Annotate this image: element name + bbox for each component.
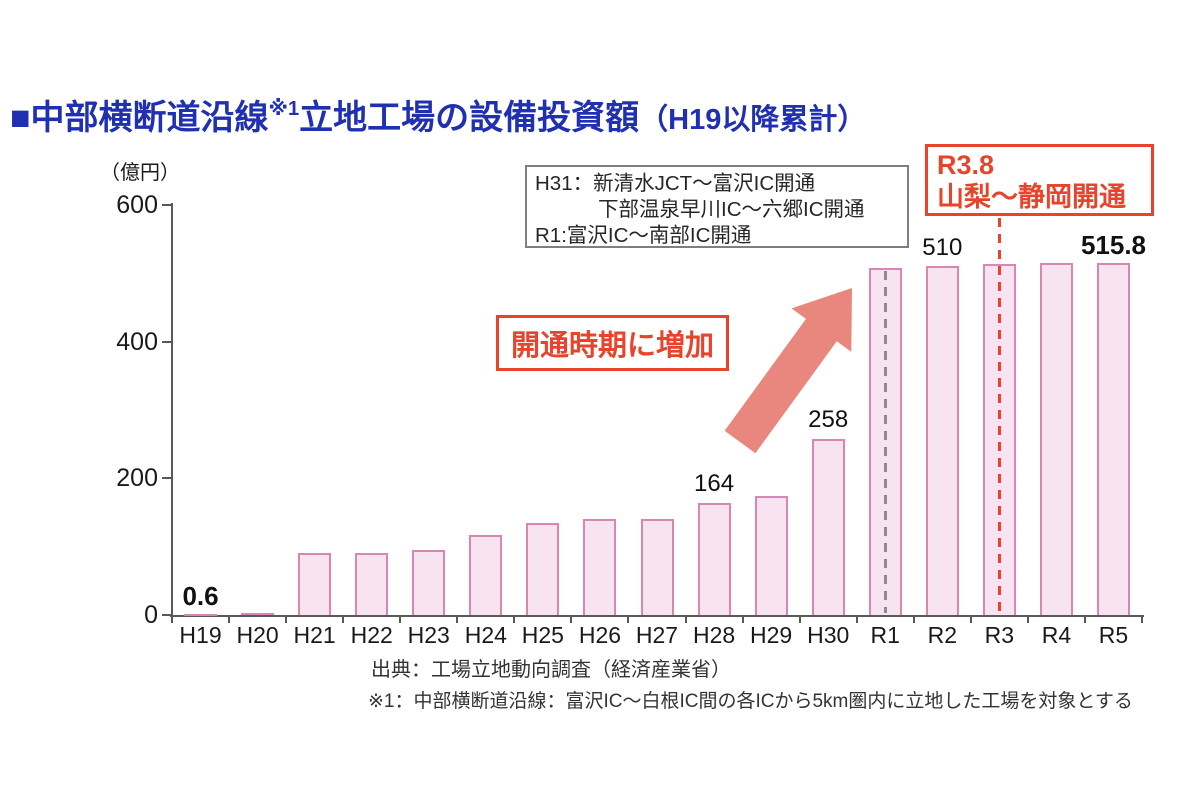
- chart-title-main: 立地工場の設備投資額: [299, 99, 640, 137]
- bar-H29: [754, 496, 788, 615]
- r1-opening-dashed-line: [883, 270, 887, 613]
- chart-title-prefix: ■中部横断道沿線: [10, 99, 269, 137]
- chart-title-footnote-marker: ※1: [268, 98, 300, 120]
- chart-title-suffix: （H19以降累計）: [639, 104, 867, 136]
- bar-H24: [469, 535, 503, 615]
- bar-H21: [298, 553, 332, 615]
- x-boundary-tick-15: [1026, 616, 1029, 623]
- value-label-H19: 0.6: [182, 581, 219, 611]
- r38-opening-date: R3.8: [937, 150, 995, 180]
- y-axis: [171, 203, 173, 617]
- bar-H23: [412, 550, 446, 615]
- x-label-H28: H28: [692, 622, 736, 648]
- value-label-H30: 258: [808, 405, 849, 433]
- opening-event-line-r1: R1:富沢IC～南部IC開通: [535, 224, 752, 248]
- x-boundary-tick-17: [1141, 616, 1144, 623]
- x-boundary-tick-3: [342, 616, 345, 623]
- y-tick-label-400: 400: [116, 327, 158, 356]
- x-boundary-tick-8: [627, 616, 630, 623]
- y-tick-label-0: 0: [144, 601, 158, 629]
- source-line: 出典：工場立地動向調査（経済産業省）: [371, 659, 731, 681]
- bar-H27: [640, 519, 674, 615]
- x-boundary-tick-7: [570, 616, 573, 623]
- y-tick-label-600: 600: [116, 191, 158, 219]
- x-label-H19: H19: [179, 622, 222, 648]
- x-label-H20: H20: [236, 622, 279, 648]
- y-tick-label-200: 200: [116, 464, 158, 493]
- x-label-H22: H22: [350, 622, 393, 648]
- x-boundary-tick-9: [684, 616, 687, 623]
- opening-events-box: H31：新清水JCT～富沢IC開通 下部温泉早川IC～六郷IC開通 R1:富沢I…: [525, 165, 909, 248]
- bar-R2: [925, 266, 959, 615]
- y-tick-400: [162, 340, 171, 343]
- x-axis: [170, 615, 1144, 617]
- x-label-H25: H25: [521, 622, 564, 648]
- bar-H22: [355, 553, 389, 615]
- r38-opening-label: R3.8 山梨～静岡開通: [925, 144, 1154, 216]
- bar-R4: [1039, 263, 1073, 615]
- x-label-R3: R3: [984, 622, 1015, 648]
- x-boundary-tick-4: [399, 616, 402, 623]
- x-boundary-tick-12: [855, 616, 858, 623]
- x-boundary-tick-6: [513, 616, 516, 623]
- x-label-R1: R1: [870, 622, 900, 648]
- y-tick-600: [162, 204, 171, 206]
- x-label-H21: H21: [293, 622, 336, 648]
- x-label-R2: R2: [927, 622, 957, 648]
- x-boundary-tick-13: [912, 616, 915, 623]
- bar-H25: [526, 523, 560, 615]
- x-boundary-tick-16: [1083, 616, 1086, 623]
- x-boundary-tick-2: [285, 616, 288, 623]
- opening-event-line-h31b: 下部温泉早川IC～六郷IC開通: [598, 198, 865, 222]
- r38-opening-section: 山梨～静岡開通: [937, 182, 1126, 213]
- bar-H20: [241, 613, 275, 615]
- opening-event-line-h31: H31：新清水JCT～富沢IC開通: [535, 172, 816, 195]
- y-tick-0: [162, 614, 171, 616]
- chart-title: ■中部横断道沿線※1立地工場の設備投資額（H19以降累計）: [10, 90, 866, 139]
- x-label-H24: H24: [464, 622, 507, 648]
- x-boundary-tick-0: [171, 616, 173, 623]
- bar-R5: [1096, 263, 1130, 615]
- x-label-R5: R5: [1098, 622, 1129, 648]
- x-boundary-tick-14: [969, 616, 972, 623]
- x-label-H30: H30: [807, 622, 850, 648]
- y-tick-200: [162, 477, 171, 480]
- bar-H19: [184, 614, 218, 616]
- x-boundary-tick-10: [741, 616, 744, 623]
- x-label-H29: H29: [750, 622, 793, 648]
- r38-opening-dashed-line: [997, 218, 1001, 613]
- x-label-H27: H27: [635, 622, 679, 648]
- x-label-H26: H26: [578, 622, 622, 648]
- x-boundary-tick-11: [798, 616, 801, 623]
- bar-H30: [811, 439, 845, 615]
- value-label-H28: 164: [694, 469, 735, 497]
- x-boundary-tick-1: [228, 616, 231, 623]
- x-label-H23: H23: [407, 622, 450, 648]
- value-label-R2: 510: [922, 233, 963, 261]
- increase-callout: 開通時期に増加: [496, 315, 730, 371]
- x-label-R4: R4: [1041, 622, 1072, 648]
- bar-H28: [697, 503, 731, 615]
- y-axis-unit-label: （億円）: [100, 162, 180, 184]
- value-label-R5: 515.8: [1080, 229, 1147, 260]
- bar-H26: [583, 519, 617, 615]
- footnote-line: ※1：中部横断道沿線：富沢IC～白根IC間の各ICから5km圏内に立地した工場を…: [368, 691, 1133, 712]
- x-boundary-tick-5: [456, 616, 459, 623]
